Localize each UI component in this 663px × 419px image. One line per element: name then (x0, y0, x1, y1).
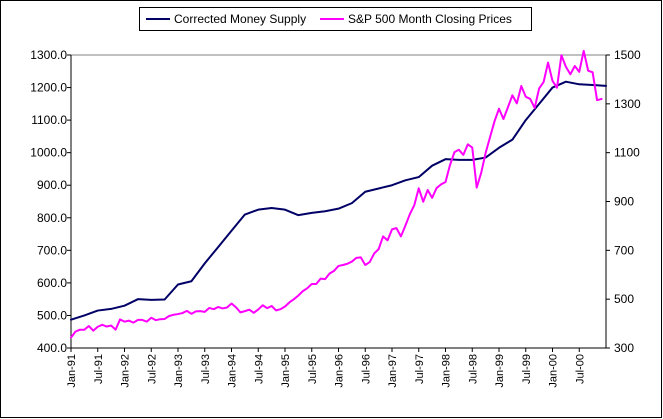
x-tick-label: Jan-99 (494, 354, 506, 388)
legend: Corrected Money Supply S&P 500 Month Clos… (139, 7, 532, 31)
y-right-tick-label: 1300 (614, 97, 641, 111)
y-right-tick-label: 1500 (614, 48, 641, 62)
x-tick-label: Jan-93 (173, 354, 185, 388)
y-left-tick-label: 1100.0 (31, 113, 67, 127)
x-tick-label: Jul-93 (200, 354, 212, 384)
y-left-tick-label: 900.0 (37, 178, 67, 192)
y-right-tick-label: 700 (614, 243, 634, 257)
x-tick-label: Jul-97 (414, 354, 426, 384)
x-tick-label: Jan-00 (548, 354, 560, 388)
x-tick-label: Jul-98 (467, 354, 479, 384)
y-left-tick-label: 1000.0 (30, 146, 67, 160)
y-left-tick-label: 600.0 (37, 276, 67, 290)
legend-label: S&P 500 Month Closing Prices (348, 12, 512, 26)
y-right-tick-label: 1100 (614, 146, 640, 160)
x-tick-label: Jan-98 (441, 354, 453, 388)
y-left-tick-label: 700.0 (37, 243, 67, 257)
y-left-tick-label: 1200.0 (30, 81, 67, 95)
y-left-tick-label: 500.0 (37, 308, 67, 322)
y-right-tick-label: 900 (614, 195, 634, 209)
x-tick-label: Jan-92 (120, 354, 132, 388)
y-left-tick-label: 1300.0 (30, 48, 67, 62)
series-line-sp500 (70, 49, 603, 339)
x-tick-label: Jul-99 (521, 354, 533, 384)
x-tick-label: Jan-95 (280, 354, 292, 388)
x-tick-label: Jul-96 (360, 354, 372, 384)
series-line-money-supply (70, 80, 607, 321)
x-tick-label: Jan-97 (387, 354, 399, 388)
x-tick-label: Jul-95 (307, 354, 319, 384)
legend-label: Corrected Money Supply (174, 12, 306, 26)
y-left-tick-label: 400.0 (37, 341, 67, 355)
x-tick-label: Jan-96 (334, 354, 346, 388)
x-tick-label: Jul-92 (146, 354, 158, 384)
y-right-tick-label: 500 (614, 292, 634, 306)
x-tick-label: Jul-91 (93, 354, 105, 384)
x-tick-label: Jan-91 (66, 354, 78, 388)
y-right-tick-label: 300 (614, 341, 634, 355)
x-tick-label: Jan-94 (227, 354, 239, 388)
y-left-tick-label: 800.0 (37, 211, 67, 225)
x-tick-label: Jul-00 (574, 354, 586, 384)
x-tick-label: Jul-94 (253, 354, 265, 384)
